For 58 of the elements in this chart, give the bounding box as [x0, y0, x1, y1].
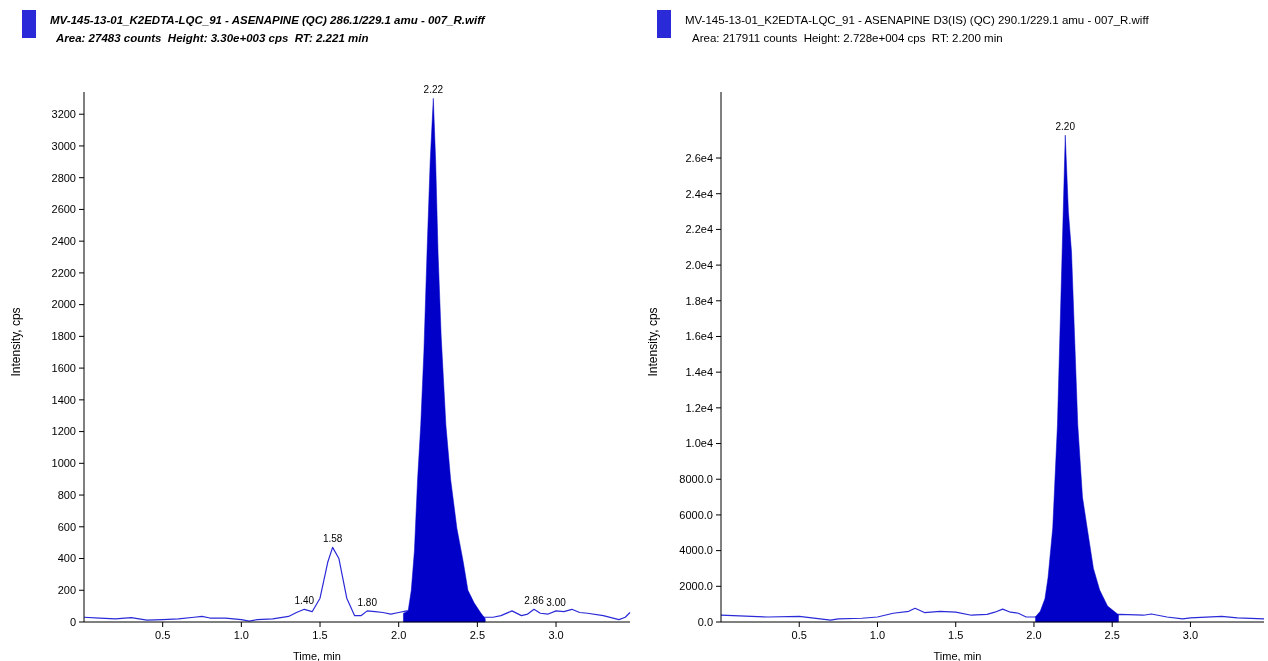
x-tick-label: 1.0: [869, 629, 886, 641]
y-tick-label: 400: [57, 552, 76, 565]
y-tick-label: 1.8e4: [685, 294, 713, 307]
x-tick-label: 2.0: [391, 629, 407, 641]
y-axis-title: Intensity, cps: [646, 307, 660, 377]
annotation: 1.40: [294, 595, 315, 607]
chart-title: MV-145-13-01_K2EDTA-LQC_91 - ASENAPINE (QC) 286.1/229.1 amu - 007_R.wiff: [50, 14, 486, 26]
y-tick-label: 1400: [51, 393, 76, 406]
y-tick-label: 8000.0: [679, 473, 713, 486]
y-tick-label: 2800: [51, 171, 76, 184]
chart-subtitle: Area: 27483 counts Height: 3.30e+003 cps RT: 2.221 min: [55, 32, 369, 44]
y-axis-title: Intensity, cps: [9, 307, 23, 377]
y-tick-label: 2000: [51, 298, 76, 311]
y-tick-label: 1.2e4: [685, 401, 713, 414]
y-tick-label: 200: [57, 584, 76, 597]
y-tick-label: 1.6e4: [685, 330, 713, 343]
y-tick-label: 2.6e4: [685, 151, 713, 164]
annotation: 1.80: [357, 596, 378, 608]
annotation: 2.20: [1055, 121, 1076, 133]
y-tick-label: 0.0: [697, 615, 713, 628]
x-tick-label: 1.0: [233, 629, 249, 641]
y-tick-label: 1.4e4: [685, 366, 713, 379]
y-tick-label: 2000.0: [679, 580, 713, 593]
y-tick-label: 1.0e4: [685, 437, 713, 450]
annotation: 2.86: [524, 595, 545, 607]
x-axis-title: Time, min: [933, 650, 982, 661]
y-tick-label: 2600: [51, 203, 76, 216]
x-tick-label: 1.5: [948, 629, 964, 641]
x-tick-label: 1.5: [312, 629, 328, 641]
y-tick-label: 1800: [51, 330, 76, 343]
y-tick-label: 600: [57, 520, 76, 533]
y-tick-label: 1600: [51, 361, 76, 374]
x-tick-label: 2.5: [469, 629, 486, 641]
x-tick-label: 3.0: [1182, 629, 1199, 641]
y-tick-label: 2.4e4: [685, 187, 713, 200]
y-tick-label: 2400: [51, 235, 76, 248]
y-tick-label: 3200: [51, 108, 76, 121]
chart-title: MV-145-13-01_K2EDTA-LQC_91 - ASENAPINE D3(IS) (QC) 290.1/229.1 amu - 007_R.wiff: [685, 14, 1150, 26]
chart-subtitle: Area: 217911 counts Height: 2.728e+004 cps RT: 2.200 min: [692, 32, 1003, 44]
y-tick-label: 3000: [51, 139, 76, 152]
annotation: 1.58: [322, 533, 343, 545]
y-tick-label: 1000: [51, 457, 76, 470]
x-tick-label: 0.5: [791, 629, 807, 641]
y-tick-label: 2200: [51, 266, 76, 279]
x-tick-label: 2.0: [1026, 629, 1042, 641]
y-tick-label: 2.2e4: [685, 223, 713, 236]
y-tick-label: 2.0e4: [685, 258, 713, 271]
x-tick-label: 3.0: [548, 629, 564, 641]
y-tick-label: 0: [69, 615, 76, 628]
y-tick-label: 6000.0: [679, 508, 713, 521]
x-axis-title: Time, min: [293, 650, 341, 661]
x-tick-label: 2.5: [1104, 629, 1120, 641]
y-tick-label: 4000.0: [679, 544, 713, 557]
y-tick-label: 1200: [51, 425, 76, 438]
y-tick-label: 800: [57, 488, 76, 501]
annotation: 3.00: [546, 596, 567, 608]
annotation: 2.22: [423, 84, 444, 96]
x-tick-label: 0.5: [155, 629, 171, 641]
